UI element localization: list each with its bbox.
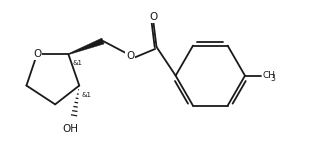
Text: 3: 3 [271,74,276,83]
Text: O: O [126,51,134,61]
Text: O: O [33,49,41,59]
Polygon shape [68,38,104,55]
Text: &1: &1 [73,60,83,66]
Text: &1: &1 [82,92,92,98]
Text: O: O [149,12,157,22]
Text: CH: CH [262,71,275,80]
Text: OH: OH [63,124,79,134]
